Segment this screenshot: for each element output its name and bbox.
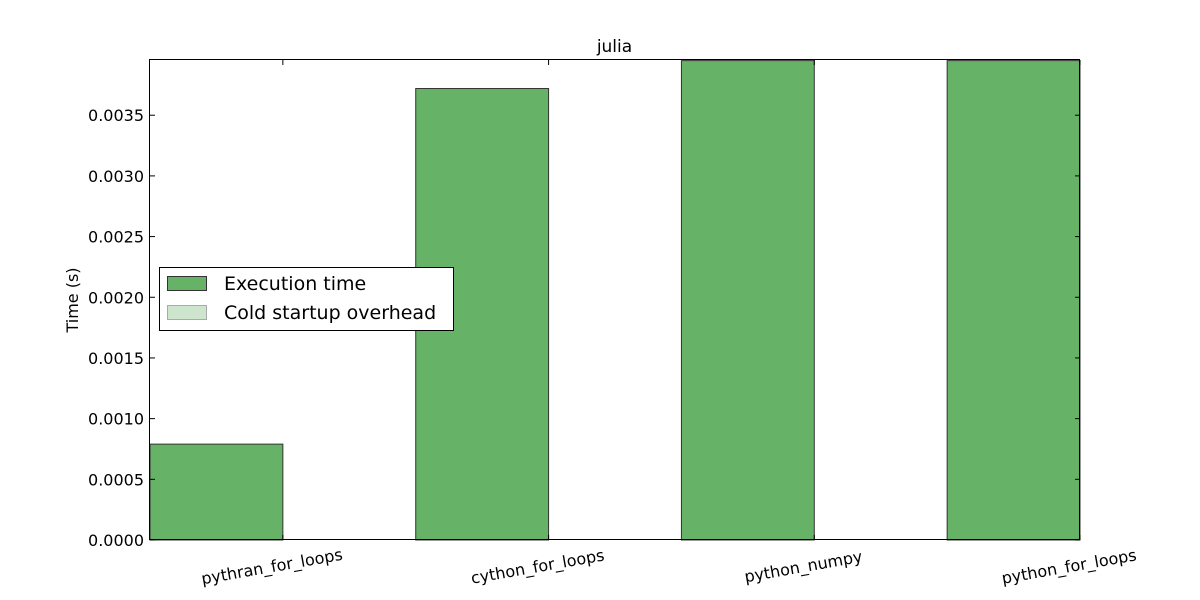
chart-title: julia (596, 37, 632, 57)
y-ticks-group: 0.0000 0.0005 0.0010 0.0015 0.0020 0.0025 0.00… (88, 106, 1080, 550)
y-tick-label: 0.0035 (88, 106, 144, 125)
x-tick-label-pythran-for-loops: pythran_for_loops (200, 545, 344, 590)
bars-group (149, 60, 1081, 541)
y-tick-label: 0.0030 (88, 167, 144, 186)
y-tick-label: 0.0000 (88, 531, 144, 550)
y-tick-label: 0.0025 (88, 228, 144, 247)
y-tick-label: 0.0010 (88, 410, 144, 429)
legend-label-cold-startup-overhead: Cold startup overhead (224, 302, 436, 324)
bar-pythran-for-loops (149, 443, 284, 541)
bar-python-numpy (680, 60, 815, 541)
x-tick-label-python-for-loops: python_for_loops (1000, 545, 1138, 588)
x-tick-label-cython-for-loops: cython_for_loops (469, 545, 606, 588)
y-tick-label: 0.0005 (88, 470, 144, 489)
legend-swatch-cold-startup-overhead (167, 305, 207, 320)
y-tick-label: 0.0020 (88, 288, 144, 307)
y-axis-label: Time (s) (63, 267, 82, 333)
bar-python-for-loops (946, 60, 1081, 541)
legend-box (159, 267, 454, 331)
legend-label-execution-time: Execution time (224, 273, 366, 295)
x-tick-label-python-numpy: python_numpy (743, 547, 864, 587)
y-tick-label: 0.0015 (88, 349, 144, 368)
legend: Execution time Cold startup overhead (159, 267, 454, 331)
legend-swatch-execution-time (167, 276, 207, 291)
plot-frame (149, 59, 1080, 540)
